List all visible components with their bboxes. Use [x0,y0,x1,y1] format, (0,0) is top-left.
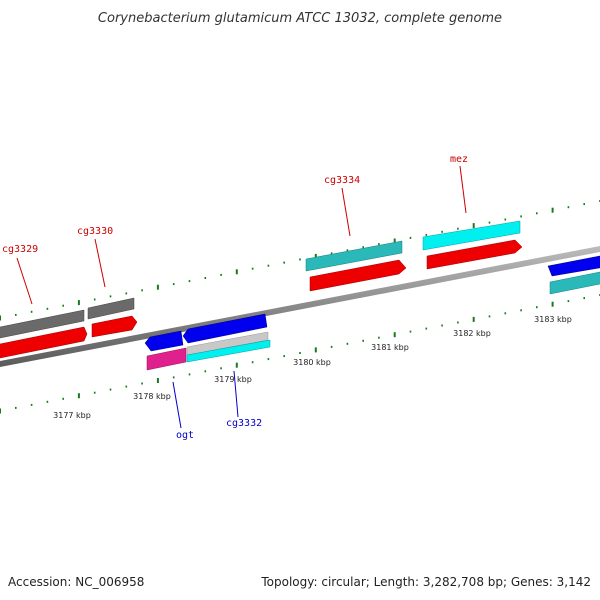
forward-features [0,220,600,359]
gene-bar-cg3332-cyan[interactable] [186,339,271,363]
gene-label-mez[interactable]: mez [450,154,468,165]
reverse-features [144,313,271,371]
scale-label-3181: 3181 kbp [371,343,409,352]
gene-label-cg3329[interactable]: cg3329 [2,244,38,255]
scale-label-3182: 3182 kbp [453,329,491,338]
gene-label-cg3332[interactable]: cg3332 [226,418,262,429]
scale-label-3183: 3183 kbp [534,315,572,324]
gene-arrow-mez[interactable] [426,239,523,270]
gene-bar-mez-cyan[interactable] [422,220,521,251]
scale-label-3177: 3177 kbp [53,411,91,420]
scale-label-3180: 3180 kbp [293,358,331,367]
label-leaders [16,165,467,429]
scale-label-3178: 3178 kbp [133,392,171,401]
gene-label-cg3330[interactable]: cg3330 [77,226,113,237]
gene-arrow-cg3332[interactable] [182,313,268,344]
gene-bar-cg3329-grey[interactable] [0,309,85,339]
accession-text: Accession: NC_006958 [8,575,144,589]
gene-arrow-right-blue[interactable] [547,255,600,277]
gene-bar-ogt-pink[interactable] [146,347,187,371]
gene-arrow-cg3334[interactable] [309,259,407,292]
gene-label-cg3334[interactable]: cg3334 [324,175,360,186]
upper-scale-ticks [0,200,600,321]
scale-label-3179: 3179 kbp [214,375,252,384]
genome-title: Corynebacterium glutamicum ATCC 13032, c… [98,11,502,26]
gene-arrow-cg3330[interactable] [91,315,138,338]
gene-bar-cg3334-teal[interactable] [305,240,403,272]
gene-arrow-cg3329[interactable] [0,326,88,359]
gene-label-ogt[interactable]: ogt [176,430,194,441]
gene-bar-right-teal[interactable] [549,271,600,295]
gene-arrow-ogt[interactable] [144,330,184,352]
genome-backbone [0,245,600,368]
lower-scale-ticks [0,294,600,414]
gene-bar-cg3332-silver[interactable] [186,331,269,356]
topology-summary-text: Topology: circular; Length: 3,282,708 bp… [260,575,591,589]
gene-bar-cg3330-grey[interactable] [87,297,135,320]
